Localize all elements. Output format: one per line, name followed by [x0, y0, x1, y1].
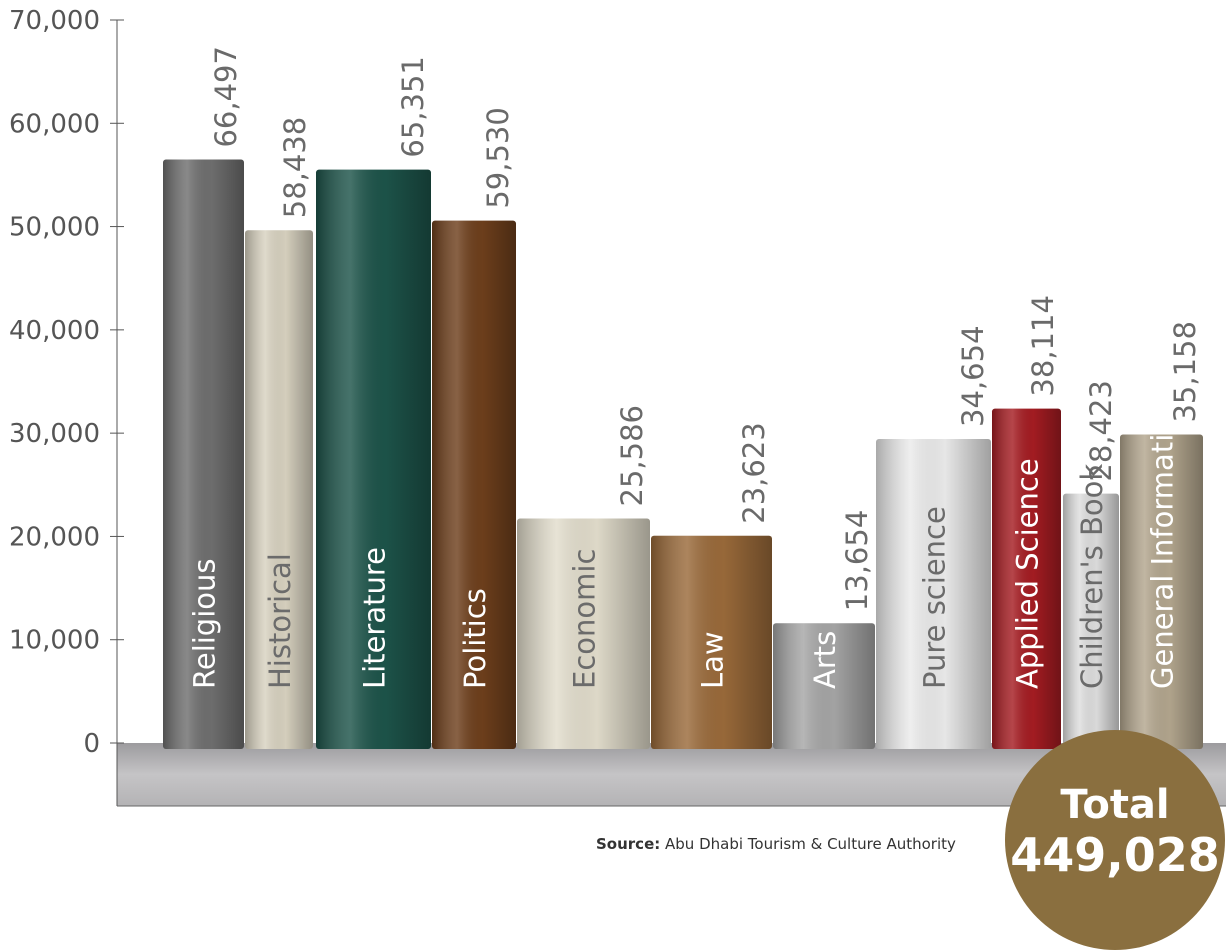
bar-shading — [651, 535, 772, 749]
value-label: 34,654 — [956, 325, 990, 426]
category-label: General Information — [1146, 398, 1180, 689]
value-label: 65,351 — [396, 56, 430, 157]
category-label: Religious — [188, 559, 222, 690]
total-badge: Total 449,028 — [1005, 730, 1225, 950]
y-tick-label: 60,000 — [9, 109, 100, 139]
bar-shading — [773, 623, 875, 749]
y-tick-label: 50,000 — [9, 213, 100, 243]
source-note: Source: Abu Dhabi Tourism & Culture Auth… — [596, 835, 956, 853]
value-label: 59,530 — [481, 107, 515, 208]
bar-shading — [245, 230, 313, 750]
value-label: 38,114 — [1026, 295, 1060, 396]
total-value: 449,028 — [1010, 828, 1220, 882]
category-label: Historical — [263, 553, 297, 689]
bar-shading — [517, 518, 650, 749]
y-tick-label: 30,000 — [9, 419, 100, 449]
bar-shading — [432, 220, 516, 750]
category-label: Children's Book — [1075, 464, 1109, 689]
category-label: Law — [696, 631, 730, 689]
category-label: Literature — [358, 547, 392, 689]
category-label: Arts — [808, 631, 842, 689]
bar-shading — [1120, 434, 1203, 749]
bar-shading — [163, 159, 244, 749]
value-label: 66,497 — [209, 46, 243, 147]
y-tick-label: 10,000 — [9, 626, 100, 656]
category-label: Politics — [458, 588, 492, 689]
value-label: 28,423 — [1084, 380, 1118, 481]
y-tick-label: 20,000 — [9, 522, 100, 552]
category-label: Pure science — [918, 506, 952, 689]
category-label: Applied Science — [1011, 458, 1045, 689]
y-tick-label: 70,000 — [9, 6, 100, 36]
value-label: 25,586 — [615, 405, 649, 506]
category-label: Economic — [568, 549, 602, 689]
source-text: Abu Dhabi Tourism & Culture Authority — [660, 835, 956, 853]
value-label: 23,623 — [737, 422, 771, 523]
bar-shading — [316, 169, 431, 749]
bar-shading — [1063, 493, 1119, 749]
value-label: 13,654 — [840, 510, 874, 611]
value-label: 58,438 — [278, 117, 312, 218]
y-tick-label: 40,000 — [9, 316, 100, 346]
total-label: Total — [1060, 782, 1170, 828]
source-label: Source: — [596, 835, 661, 853]
bar-shading — [876, 438, 991, 749]
bar-shading — [992, 408, 1061, 749]
value-label: 35,158 — [1168, 321, 1202, 422]
y-tick-label: 0 — [83, 729, 100, 759]
